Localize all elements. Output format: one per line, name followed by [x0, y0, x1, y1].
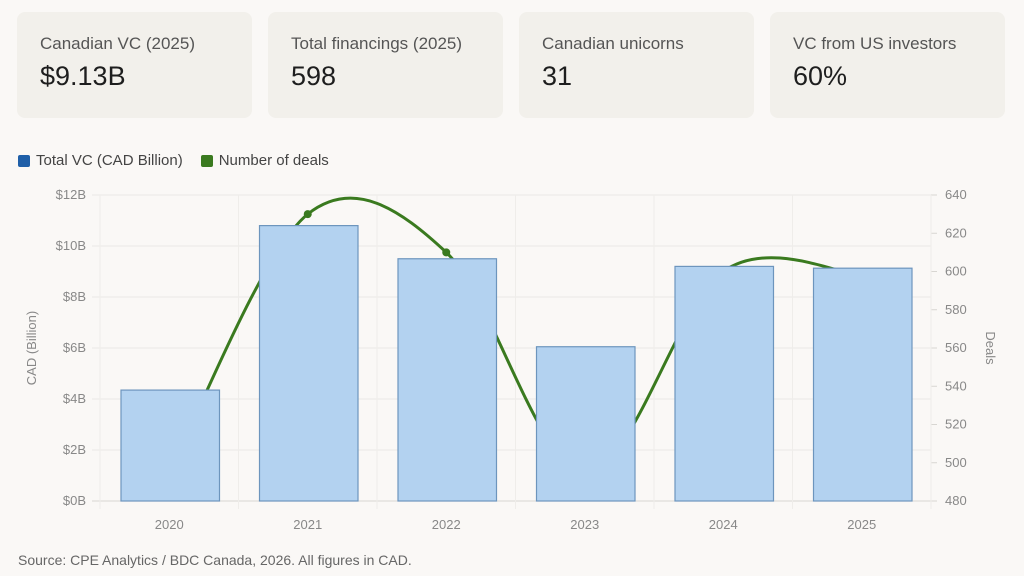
legend-swatch — [18, 154, 30, 167]
kpi-card-unicorns: Canadian unicorns 31 — [519, 12, 754, 118]
legend-label: Number of deals — [218, 152, 329, 169]
vc-bar — [397, 258, 498, 502]
chart-legend: Total VC (CAD Billion) Number of deals — [18, 152, 329, 169]
source-note: Source: CPE Analytics / BDC Canada, 2026… — [18, 552, 412, 568]
vc-bar — [120, 389, 221, 502]
y-right-tick-label: 560 — [945, 340, 967, 355]
x-tick-label: 2024 — [709, 517, 738, 532]
y-right-tick-label: 640 — [945, 187, 967, 202]
y-left-tick-label: $10B — [56, 238, 86, 253]
kpi-value: $9.13B — [40, 61, 126, 91]
legend-item-total-vc[interactable]: Total VC (CAD Billion) — [18, 152, 183, 169]
y-right-tick-label: 520 — [945, 417, 967, 432]
y-left-tick-label: $6B — [63, 340, 86, 355]
legend-swatch — [200, 154, 213, 167]
kpi-label: Canadian unicorns — [542, 34, 684, 53]
x-tick-label: 2023 — [570, 517, 599, 532]
y-right-tick-label: 600 — [945, 264, 967, 279]
kpi-label: Total financings (2025) — [291, 34, 463, 53]
y-right-tick-label: 620 — [945, 225, 967, 240]
y-right-tick-label: 500 — [945, 455, 967, 470]
kpi-value: 31 — [542, 61, 573, 91]
y-left-tick-label: $2B — [63, 442, 86, 457]
kpi-card-canadian-vc: Canadian VC (2025) $9.13B — [17, 12, 252, 118]
kpi-card-us-investors: VC from US investors 60% — [770, 12, 1005, 118]
deals-point — [303, 210, 312, 219]
vc-bar — [535, 346, 636, 502]
y-right-axis-title: Deals — [983, 331, 998, 365]
y-left-tick-label: $0B — [63, 493, 86, 508]
y-left-tick-label: $4B — [63, 391, 86, 406]
kpi-value: 60% — [793, 61, 848, 91]
x-tick-label: 2022 — [432, 517, 461, 532]
legend-item-deals[interactable]: Number of deals — [200, 152, 329, 169]
vc-bar — [812, 267, 913, 502]
kpi-label: VC from US investors — [793, 34, 957, 53]
y-right-tick-label: 480 — [945, 493, 967, 508]
x-tick-label: 2021 — [293, 517, 322, 532]
y-left-axis-title: CAD (Billion) — [24, 311, 39, 385]
kpi-card-total-financings: Total financings (2025) 598 — [268, 12, 503, 118]
legend-label: Total VC (CAD Billion) — [36, 152, 183, 169]
deals-point — [442, 248, 451, 257]
y-left-tick-label: $12B — [56, 187, 86, 202]
kpi-label: Canadian VC (2025) — [40, 34, 195, 53]
kpi-cards: Canadian VC (2025) $9.13B Total financin… — [17, 12, 1005, 118]
vc-bar — [258, 225, 359, 502]
x-tick-label: 2020 — [155, 517, 184, 532]
vc-bar — [674, 265, 775, 502]
kpi-value: 598 — [291, 61, 337, 91]
x-tick-label: 2025 — [847, 517, 876, 532]
y-left-tick-label: $8B — [63, 289, 86, 304]
y-right-tick-label: 540 — [945, 378, 967, 393]
y-right-tick-label: 580 — [945, 302, 967, 317]
